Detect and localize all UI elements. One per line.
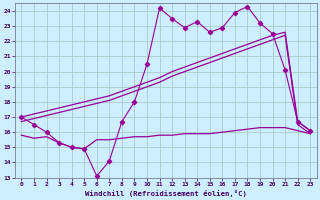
X-axis label: Windchill (Refroidissement éolien,°C): Windchill (Refroidissement éolien,°C) — [85, 190, 247, 197]
